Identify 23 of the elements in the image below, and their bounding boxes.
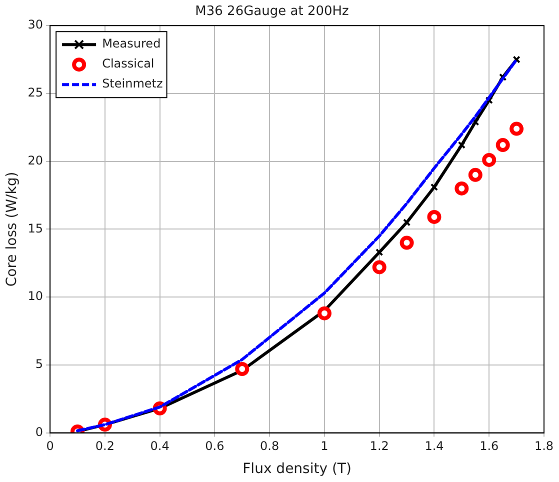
y-tick-label: 20: [28, 153, 44, 168]
y-tick-label: 0: [35, 424, 44, 439]
x-tick-label: 0.6: [205, 439, 224, 454]
x-axis-title: Flux density (T): [242, 461, 352, 478]
legend-label: Classical: [102, 56, 154, 71]
x-tick-label: 0.2: [95, 439, 114, 454]
chart-title: M36 26Gauge at 200Hz: [195, 4, 350, 20]
y-axis-title: Core loss (W/kg): [4, 172, 20, 287]
x-tick-label: 0.8: [260, 439, 280, 454]
y-tick-label: 25: [28, 86, 44, 100]
x-tick-label: 1.8: [534, 439, 554, 454]
y-tick-label: 10: [28, 289, 44, 304]
y-tick-label: 5: [35, 357, 44, 372]
x-tick-label: 0: [46, 439, 54, 454]
legend-label: Steinmetz: [102, 76, 163, 91]
y-tick-label: 30: [28, 18, 44, 32]
x-tick-label: 1.2: [370, 439, 389, 454]
x-tick-label: 1.4: [424, 439, 444, 454]
x-tick-label: 1: [320, 439, 328, 454]
legend-label: Measured: [102, 36, 161, 51]
y-tick-label: 15: [28, 221, 44, 236]
x-tick-label: 0.4: [150, 439, 170, 454]
x-tick-label: 1.6: [480, 439, 499, 454]
